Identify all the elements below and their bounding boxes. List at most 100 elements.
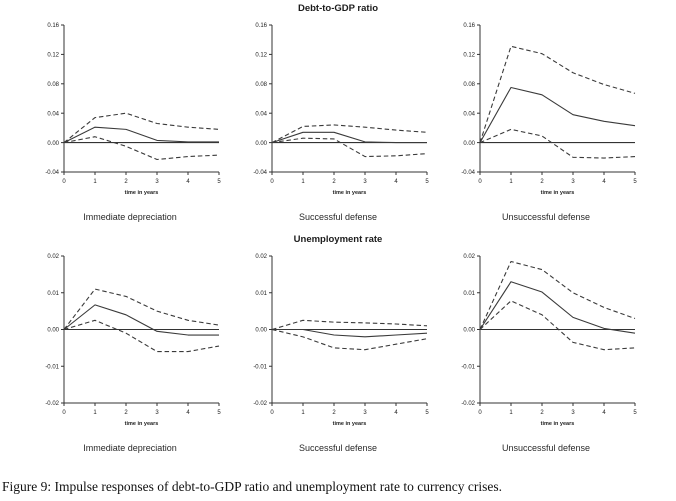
panel-subtitle: Immediate depreciation xyxy=(83,212,177,222)
svg-text:2: 2 xyxy=(332,410,336,416)
svg-text:3: 3 xyxy=(571,179,575,185)
svg-text:5: 5 xyxy=(425,410,429,416)
svg-text:0.00: 0.00 xyxy=(47,328,59,334)
svg-text:time in years: time in years xyxy=(333,190,367,196)
svg-text:-0.02: -0.02 xyxy=(45,401,59,407)
svg-text:0.01: 0.01 xyxy=(47,291,59,297)
svg-text:time in years: time in years xyxy=(125,421,159,427)
svg-text:2: 2 xyxy=(540,410,544,416)
svg-text:1: 1 xyxy=(93,410,97,416)
figure-caption: Figure 9: Impulse responses of debt-to-G… xyxy=(2,479,502,494)
impulse-chart-unemp-unsuccessful-defense: 0.02 0.01 0.00 -0.01 -0.020 1 2 3 4 5 time in year… xyxy=(461,254,637,427)
svg-text:4: 4 xyxy=(394,179,398,185)
svg-text:0.08: 0.08 xyxy=(255,82,267,88)
svg-text:0.16: 0.16 xyxy=(47,23,59,29)
svg-text:0.01: 0.01 xyxy=(463,291,475,297)
svg-text:-0.04: -0.04 xyxy=(461,170,475,176)
svg-text:4: 4 xyxy=(394,410,398,416)
svg-text:-0.01: -0.01 xyxy=(461,364,475,370)
svg-text:0.00: 0.00 xyxy=(255,328,267,334)
panel-unemp-immediate-depreciation: 0.02 0.01 0.00 -0.01 -0.02 0 1 2 3 4 5 time in year… xyxy=(30,246,230,454)
svg-text:-0.02: -0.02 xyxy=(461,401,475,407)
impulse-chart-unemp-immediate-depreciation: 0.02 0.01 0.00 -0.01 -0.020 1 2 3 4 5 time in year… xyxy=(45,254,221,427)
svg-text:3: 3 xyxy=(155,179,159,185)
svg-text:time in years: time in years xyxy=(541,421,575,427)
svg-text:3: 3 xyxy=(571,410,575,416)
panels-row-unemployment: 0.02 0.01 0.00 -0.01 -0.02 0 1 2 3 4 5 time in year… xyxy=(0,246,676,454)
svg-text:1: 1 xyxy=(509,179,513,185)
panel-debt-unsuccessful-defense: 0.16 0.12 0.08 0.04 0.00 -0.04 0 1 2 3 4 5 time in y… xyxy=(446,15,646,223)
svg-text:0.02: 0.02 xyxy=(255,254,267,260)
svg-text:0: 0 xyxy=(62,179,66,185)
svg-text:2: 2 xyxy=(332,179,336,185)
impulse-chart-debt-unsuccessful-defense: 0.16 0.12 0.08 0.04 0.00 -0.040 1 2 3 4 5 time in y… xyxy=(461,23,637,196)
panel-subtitle: Unsuccessful defense xyxy=(501,212,591,222)
impulse-chart-unemp-successful-defense: 0.02 0.01 0.00 -0.01 -0.020 1 2 3 4 5 time in year… xyxy=(253,254,429,427)
svg-text:1: 1 xyxy=(301,410,305,416)
svg-text:-0.01: -0.01 xyxy=(45,364,59,370)
svg-text:5: 5 xyxy=(633,410,637,416)
svg-text:1: 1 xyxy=(93,179,97,185)
panel-subtitle: Successful defense xyxy=(298,212,378,222)
panel-debt-immediate-depreciation: 0.16 0.12 0.08 0.04 0.00 -0.04 0 1 2 3 4 5 time in y… xyxy=(30,15,230,223)
svg-text:0.12: 0.12 xyxy=(47,53,59,59)
svg-text:1: 1 xyxy=(301,179,305,185)
svg-text:0.08: 0.08 xyxy=(47,82,59,88)
svg-text:0.16: 0.16 xyxy=(255,23,267,29)
svg-text:3: 3 xyxy=(155,410,159,416)
svg-text:0.08: 0.08 xyxy=(463,82,475,88)
svg-text:-0.01: -0.01 xyxy=(253,364,267,370)
impulse-chart-debt-successful-defense: 0.16 0.12 0.08 0.04 0.00 -0.040 1 2 3 4 5 time in y… xyxy=(253,23,429,196)
svg-text:0.00: 0.00 xyxy=(47,141,59,147)
svg-text:4: 4 xyxy=(186,410,190,416)
svg-text:0: 0 xyxy=(270,410,274,416)
svg-text:4: 4 xyxy=(186,179,190,185)
svg-text:0.04: 0.04 xyxy=(255,111,267,117)
svg-text:4: 4 xyxy=(602,410,606,416)
svg-text:0: 0 xyxy=(62,410,66,416)
svg-text:1: 1 xyxy=(509,410,513,416)
svg-text:5: 5 xyxy=(217,410,221,416)
panels-row-debt-to-gdp: 0.16 0.12 0.08 0.04 0.00 -0.04 0 1 2 3 4 5 time in y… xyxy=(0,15,676,223)
svg-text:5: 5 xyxy=(633,179,637,185)
svg-text:0.02: 0.02 xyxy=(463,254,475,260)
svg-text:time in years: time in years xyxy=(333,421,367,427)
svg-text:3: 3 xyxy=(363,410,367,416)
svg-text:2: 2 xyxy=(124,179,128,185)
svg-text:0.04: 0.04 xyxy=(463,111,475,117)
svg-text:0.16: 0.16 xyxy=(463,23,475,29)
svg-text:0.00: 0.00 xyxy=(255,141,267,147)
panel-debt-successful-defense: 0.16 0.12 0.08 0.04 0.00 -0.04 0 1 2 3 4 5 time in y… xyxy=(238,15,438,223)
impulse-chart-debt-immediate-depreciation: 0.16 0.12 0.08 0.04 0.00 -0.040 1 2 3 4 5 time in y… xyxy=(45,23,221,196)
panel-subtitle: Immediate depreciation xyxy=(83,443,177,453)
svg-text:0.00: 0.00 xyxy=(463,141,475,147)
svg-text:0.12: 0.12 xyxy=(463,53,475,59)
svg-text:time in years: time in years xyxy=(541,190,575,196)
row-title-debt-to-gdp: Debt-to-GDP ratio xyxy=(297,3,379,14)
svg-text:2: 2 xyxy=(124,410,128,416)
svg-text:0.01: 0.01 xyxy=(255,291,267,297)
svg-text:-0.02: -0.02 xyxy=(253,401,267,407)
row-title-unemployment: Unemployment rate xyxy=(293,234,383,245)
panel-subtitle: Successful defense xyxy=(298,443,378,453)
svg-text:0: 0 xyxy=(478,410,482,416)
svg-text:time in years: time in years xyxy=(125,190,159,196)
svg-text:-0.04: -0.04 xyxy=(253,170,267,176)
svg-text:0: 0 xyxy=(270,179,274,185)
svg-text:2: 2 xyxy=(540,179,544,185)
svg-text:0.04: 0.04 xyxy=(47,111,59,117)
svg-text:5: 5 xyxy=(217,179,221,185)
svg-text:-0.04: -0.04 xyxy=(45,170,59,176)
svg-text:0.00: 0.00 xyxy=(463,328,475,334)
impulse-response-figure: Debt-to-GDP ratio 0.16 0.12 0.08 0.04 0.00 -0… xyxy=(0,3,676,454)
svg-text:0.02: 0.02 xyxy=(47,254,59,260)
svg-text:4: 4 xyxy=(602,179,606,185)
svg-text:0.12: 0.12 xyxy=(255,53,267,59)
panel-unemp-unsuccessful-defense: 0.02 0.01 0.00 -0.01 -0.02 0 1 2 3 4 5 time in year… xyxy=(446,246,646,454)
svg-text:5: 5 xyxy=(425,179,429,185)
svg-text:3: 3 xyxy=(363,179,367,185)
panel-subtitle: Unsuccessful defense xyxy=(501,443,591,453)
panel-unemp-successful-defense: 0.02 0.01 0.00 -0.01 -0.02 0 1 2 3 4 5 time in year… xyxy=(238,246,438,454)
svg-text:0: 0 xyxy=(478,179,482,185)
